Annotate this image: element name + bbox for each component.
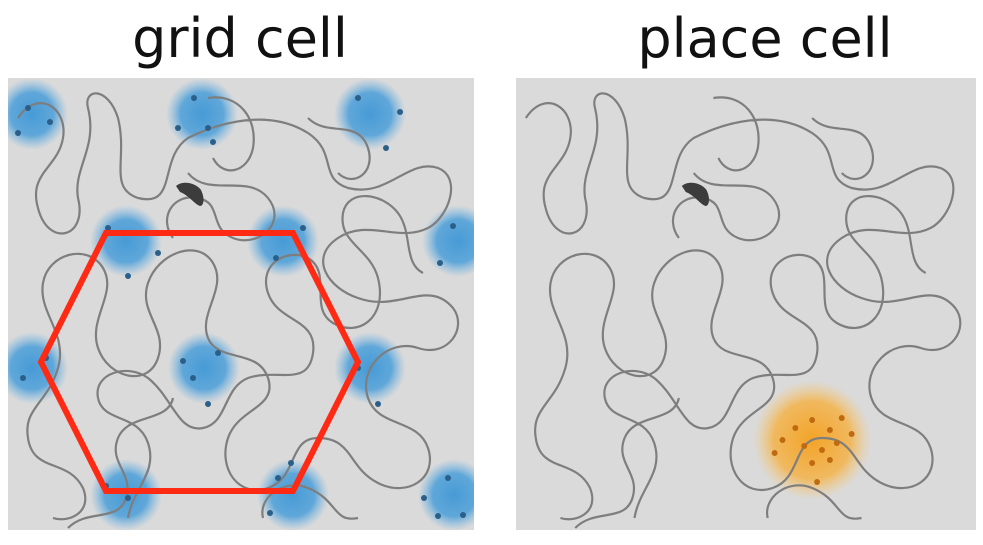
animal-icon [682,183,709,206]
place-cell-panel [516,78,976,530]
grid-field [422,205,474,277]
grid-cell-panel [8,78,474,530]
grid-field [168,332,240,404]
grid-firing-fields [8,78,474,530]
grid-cell-title: grid cell [110,4,370,74]
grid-field [334,78,406,150]
place-cell-arena [516,78,976,530]
grid-field [418,459,474,530]
grid-field [166,78,238,150]
trajectory-line [18,93,458,528]
grid-cell-arena [8,78,474,530]
grid-spikes [15,95,466,519]
trajectory-line [526,93,960,528]
animal-icon [176,183,204,206]
place-cell-title: place cell [600,4,930,74]
